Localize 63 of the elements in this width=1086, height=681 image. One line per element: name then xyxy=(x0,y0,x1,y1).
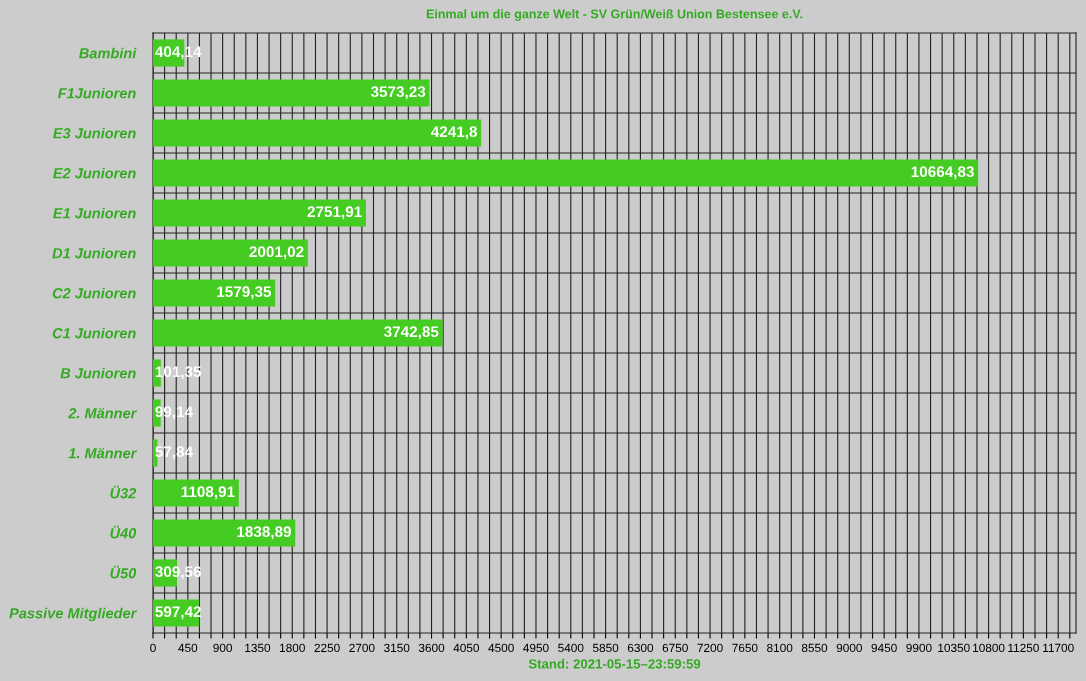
x-tick-label: 3150 xyxy=(384,643,410,653)
data-label: 2001,02 xyxy=(249,246,304,260)
x-tick-label: 9900 xyxy=(906,643,932,653)
bar xyxy=(153,519,296,547)
x-tick-label: 1800 xyxy=(280,643,305,653)
x-tick-label: 9000 xyxy=(836,643,862,653)
x-tick-label: 7650 xyxy=(732,643,758,653)
bar xyxy=(153,479,239,507)
data-label: 1579,35 xyxy=(217,286,272,300)
x-tick-label: 11700 xyxy=(1043,643,1074,653)
bar xyxy=(153,119,482,147)
x-tick-label: 4050 xyxy=(453,643,480,653)
data-label: 3742,85 xyxy=(384,326,439,340)
bar xyxy=(153,319,443,347)
y-tick-label: Ü50 xyxy=(110,565,137,579)
x-tick-label: 2700 xyxy=(349,643,375,653)
y-tick-label: D1 Junioren xyxy=(52,247,136,259)
text: Stand: 2021-05-15–23:59:59 xyxy=(528,658,701,669)
x-tick-label: 6750 xyxy=(662,643,688,653)
data-label: 3573,23 xyxy=(370,86,426,100)
x-tick-label: 8550 xyxy=(801,643,828,653)
x-tick-label: 10800 xyxy=(973,643,1005,653)
x-tick-label: 5400 xyxy=(558,643,584,653)
x-tick-label: 11250 xyxy=(1008,643,1039,653)
y-tick-label: Ü40 xyxy=(110,525,137,539)
y-tick-label: C2 Junioren xyxy=(52,287,136,299)
x-tick-label: 10350 xyxy=(938,643,970,653)
x-tick-label: 900 xyxy=(213,643,233,653)
x-tick-label: 3600 xyxy=(418,643,445,653)
x-tick-label: 7200 xyxy=(697,643,723,653)
x-tick-label: 9450 xyxy=(871,643,897,653)
data-label: 4241,8 xyxy=(431,126,478,140)
x-tick-label: 450 xyxy=(178,643,198,653)
data-label: 1108,91 xyxy=(181,486,235,500)
chart-title: Einmal um die ganze Welt - SV Grün/Weiß Union Bestensee e.V. xyxy=(426,9,803,21)
bar xyxy=(153,199,366,227)
y-tick-label: E2 Junioren xyxy=(53,167,136,179)
data-label: 10664,83 xyxy=(911,166,974,180)
bar xyxy=(153,239,308,267)
y-tick-label: 2. Männer xyxy=(68,408,137,419)
y-tick-label: F1Junioren xyxy=(58,87,136,99)
y-tick-label: C1 Junioren xyxy=(52,327,136,339)
x-tick-label: 4950 xyxy=(523,643,549,653)
x-tick-label: 5850 xyxy=(592,643,619,653)
x-tick-label: 6300 xyxy=(627,643,654,653)
x-tick-label: 4500 xyxy=(488,643,514,653)
x-tick-label: 2250 xyxy=(314,643,340,653)
y-tick-label: B Junioren xyxy=(60,367,136,379)
bar xyxy=(153,159,979,187)
data-label: 309,56 xyxy=(155,566,202,580)
data-label: 1838,89 xyxy=(237,526,292,540)
data-label: 2751,91 xyxy=(307,206,362,220)
y-tick-label: Ü32 xyxy=(110,485,137,499)
y-tick-label: 1. Männer xyxy=(68,448,137,459)
y-tick-label: Passive Mitglieder xyxy=(9,607,137,622)
y-tick-label: E3 Junioren xyxy=(53,127,136,139)
bar xyxy=(153,79,430,107)
x-tick-label: 8100 xyxy=(767,643,793,653)
y-tick-label: Bambini xyxy=(79,47,137,59)
y-tick-label: E1 Junioren xyxy=(53,207,136,219)
x-tick-label: 0 xyxy=(150,643,156,653)
bar xyxy=(153,279,276,307)
x-tick-label: 1350 xyxy=(245,643,271,653)
